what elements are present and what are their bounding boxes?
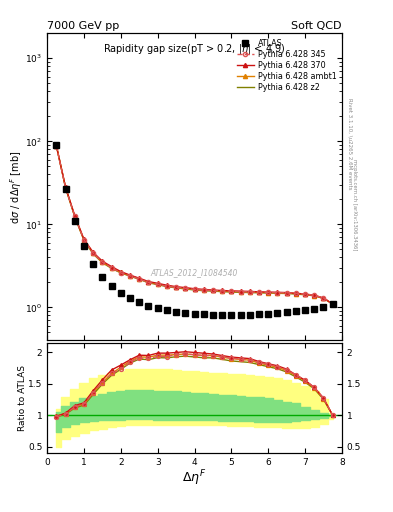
Y-axis label: Ratio to ATLAS: Ratio to ATLAS xyxy=(18,365,27,431)
X-axis label: $\Delta\eta^F$: $\Delta\eta^F$ xyxy=(182,468,207,488)
Text: Rapidity gap size(pT > 0.2, $|\eta|$ < 4.9): Rapidity gap size(pT > 0.2, $|\eta|$ < 4… xyxy=(103,42,286,56)
Text: 7000 GeV pp: 7000 GeV pp xyxy=(47,21,119,31)
Text: Rivet 3.1.10, \u2265 2.6M events: Rivet 3.1.10, \u2265 2.6M events xyxy=(347,98,353,189)
Legend: ATLAS, Pythia 6.428 345, Pythia 6.428 370, Pythia 6.428 ambt1, Pythia 6.428 z2: ATLAS, Pythia 6.428 345, Pythia 6.428 37… xyxy=(235,37,338,94)
Text: mcplots.cern.ch [arXiv:1306.3436]: mcplots.cern.ch [arXiv:1306.3436] xyxy=(352,159,357,250)
Y-axis label: d$\sigma$ / d$\Delta\eta^F$ [mb]: d$\sigma$ / d$\Delta\eta^F$ [mb] xyxy=(8,150,24,224)
Text: ATLAS_2012_I1084540: ATLAS_2012_I1084540 xyxy=(151,268,238,278)
Text: Soft QCD: Soft QCD xyxy=(292,21,342,31)
